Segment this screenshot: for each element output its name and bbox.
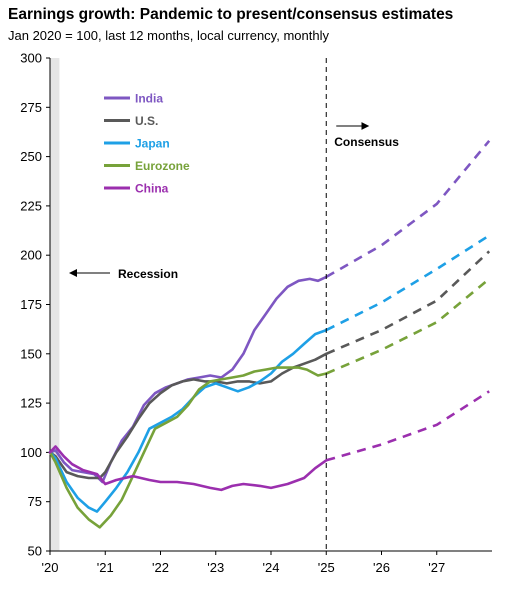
x-tick-label: '21 xyxy=(97,560,114,575)
series-eurozone-line xyxy=(48,366,328,529)
series-layer xyxy=(48,139,491,529)
y-tick-label: 75 xyxy=(28,494,42,509)
recession-label: Recession xyxy=(118,267,178,281)
consensus-label: Consensus xyxy=(334,135,399,149)
recession-layer xyxy=(50,58,60,551)
series-eurozone-forecast xyxy=(325,277,491,375)
y-tick-label: 200 xyxy=(20,248,42,263)
y-tick-label: 125 xyxy=(20,396,42,411)
legend: India U.S. Japan Eurozone China xyxy=(104,92,190,196)
x-tick-label: '27 xyxy=(428,560,445,575)
x-tick-label: '24 xyxy=(263,560,280,575)
x-tick-label: '22 xyxy=(152,560,169,575)
legend-label-u-s: U.S. xyxy=(135,114,158,128)
legend-label-china: China xyxy=(135,182,169,196)
y-tick-label: 150 xyxy=(20,346,42,361)
series-japan-line xyxy=(48,328,328,513)
chart-subtitle: Jan 2020 = 100, last 12 months, local cu… xyxy=(8,28,329,43)
annotation-layer: Consensus Recession xyxy=(69,58,399,551)
y-tick-label: 50 xyxy=(28,544,42,559)
series-china-line xyxy=(48,445,328,492)
x-tick-label: '23 xyxy=(207,560,224,575)
series-japan-forecast xyxy=(325,234,490,332)
legend-label-japan: Japan xyxy=(135,137,170,151)
y-tick-label: 275 xyxy=(20,100,42,115)
legend-label-eurozone: Eurozone xyxy=(135,159,190,173)
series-u-s-forecast xyxy=(325,250,491,355)
x-tick-label: '26 xyxy=(373,560,390,575)
y-tick-label: 250 xyxy=(20,149,42,164)
x-tick-label: '25 xyxy=(318,560,335,575)
y-tick-label: 225 xyxy=(20,198,42,213)
y-tick-label: 300 xyxy=(20,51,42,66)
series-china-forecast xyxy=(325,390,490,462)
series-india-forecast xyxy=(325,139,491,279)
y-tick-label: 100 xyxy=(20,445,42,460)
y-tick-label: 175 xyxy=(20,297,42,312)
legend-label-india: India xyxy=(135,92,163,106)
chart-title: Earnings growth: Pandemic to present/con… xyxy=(8,6,454,23)
x-tick-label: '20 xyxy=(42,560,59,575)
series-u-s-line xyxy=(48,352,328,480)
recession-band xyxy=(50,58,60,551)
axis-layer: 50 75 100 125 150 175 200 225 250 275 300 '20 '21 '22… xyxy=(20,51,492,575)
